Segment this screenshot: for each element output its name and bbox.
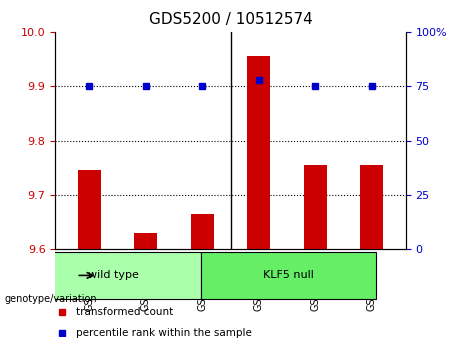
- Bar: [135, 233, 157, 249]
- Bar: [248, 56, 270, 249]
- Bar: [304, 165, 326, 249]
- Text: percentile rank within the sample: percentile rank within the sample: [77, 328, 252, 338]
- Title: GDS5200 / 10512574: GDS5200 / 10512574: [148, 12, 313, 27]
- FancyBboxPatch shape: [201, 252, 377, 299]
- FancyBboxPatch shape: [26, 252, 201, 299]
- Text: wild type: wild type: [88, 270, 139, 280]
- Text: genotype/variation: genotype/variation: [5, 294, 97, 304]
- Bar: [361, 165, 383, 249]
- Bar: [191, 214, 213, 249]
- Text: transformed count: transformed count: [77, 307, 174, 317]
- Bar: [78, 171, 100, 249]
- Text: KLF5 null: KLF5 null: [263, 270, 314, 280]
